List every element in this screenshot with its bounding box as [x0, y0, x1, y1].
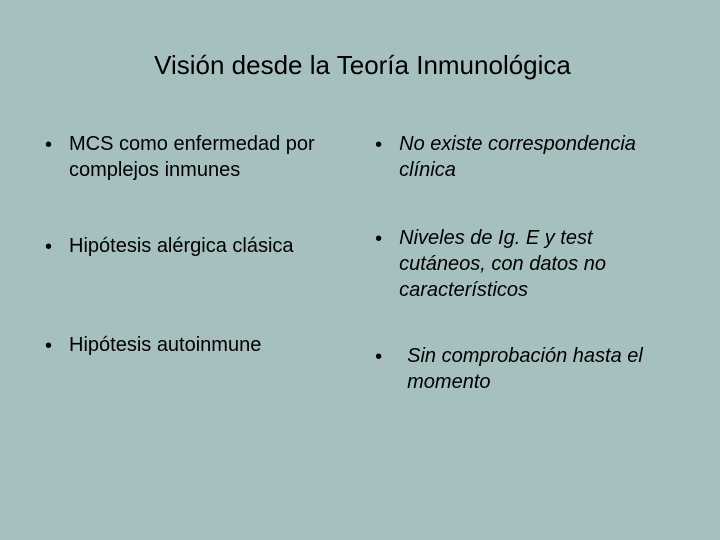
- bullet-icon: •: [375, 225, 399, 252]
- bullet-icon: •: [45, 233, 69, 260]
- bullet-icon: •: [375, 343, 399, 370]
- list-item: • No existe correspondencia clínica: [375, 131, 680, 183]
- list-item: • Sin comprobación hasta el momento: [375, 343, 680, 395]
- bullet-text: Niveles de Ig. E y test cutáneos, con da…: [399, 225, 680, 303]
- list-item: • Niveles de Ig. E y test cutáneos, con …: [375, 225, 680, 303]
- bullet-icon: •: [45, 131, 69, 158]
- right-column: • No existe correspondencia clínica • Ni…: [375, 131, 680, 445]
- list-item: • MCS como enfermedad por complejos inmu…: [45, 131, 365, 183]
- slide: Visión desde la Teoría Inmunológica • MC…: [0, 0, 720, 540]
- slide-title: Visión desde la Teoría Inmunológica: [45, 50, 680, 81]
- bullet-text: No existe correspondencia clínica: [399, 131, 680, 183]
- bullet-icon: •: [45, 332, 69, 359]
- bullet-text: Sin comprobación hasta el momento: [399, 343, 680, 395]
- left-column: • MCS como enfermedad por complejos inmu…: [45, 131, 365, 445]
- bullet-text: Hipótesis alérgica clásica: [69, 233, 365, 259]
- list-item: • Hipótesis alérgica clásica: [45, 233, 365, 260]
- bullet-text: MCS como enfermedad por complejos inmune…: [69, 131, 365, 183]
- content-columns: • MCS como enfermedad por complejos inmu…: [45, 131, 680, 445]
- bullet-icon: •: [375, 131, 399, 158]
- bullet-text: Hipótesis autoinmune: [69, 332, 365, 358]
- list-item: • Hipótesis autoinmune: [45, 332, 365, 359]
